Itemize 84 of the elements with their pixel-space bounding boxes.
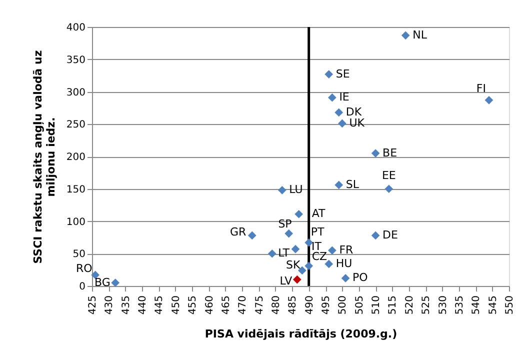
x-tick-label: 445	[154, 296, 166, 315]
point	[284, 229, 294, 238]
x-tick-label: 510	[371, 296, 382, 315]
annotation: FI	[476, 82, 486, 96]
x-tick-label: 455	[188, 296, 199, 315]
y-tick-label: 50	[72, 249, 86, 260]
x-tick-label: 525	[421, 296, 432, 315]
x-tick-label: 480	[270, 296, 282, 315]
annotation: NL	[412, 28, 428, 42]
point	[484, 96, 494, 104]
annotation: UK	[349, 116, 366, 130]
point	[268, 249, 276, 258]
annotation: RO	[76, 262, 93, 275]
x-tick-label: 495	[321, 296, 332, 315]
point	[111, 278, 120, 287]
x-tick-label: 470	[238, 296, 249, 315]
annotation: SE	[336, 67, 350, 80]
annotation: PO	[352, 271, 368, 284]
x-tick-label: 465	[220, 296, 232, 315]
point	[324, 70, 334, 78]
x-tick-label: 545	[488, 296, 499, 315]
annotation: BE	[382, 146, 398, 160]
x-tick-label: 500	[338, 296, 349, 315]
x-tick-label: 515	[388, 296, 399, 315]
point	[328, 246, 336, 255]
point	[291, 244, 300, 254]
x-tick-label: 520	[404, 296, 416, 315]
x-tick-label: 550	[504, 296, 516, 315]
y-tick-label: 150	[66, 184, 86, 196]
point	[324, 260, 334, 268]
x-tick-label: 435	[120, 296, 132, 315]
annotation: SL	[346, 178, 360, 191]
x-tick-label: 440	[138, 296, 149, 315]
point	[334, 180, 344, 190]
y-tick-label: 300	[66, 87, 86, 98]
annotation: GR	[230, 225, 246, 238]
annotation: EE	[382, 168, 396, 182]
x-tick-label: 460	[204, 296, 216, 315]
annotation: FR	[339, 243, 354, 256]
point	[278, 186, 286, 194]
x-tick-label: 425	[88, 296, 98, 315]
x-tick-label: 530	[438, 296, 449, 315]
y-axis-title: SSCI rakstu skaits angļu valodā uz miljonu iedz.	[31, 50, 58, 264]
x-tick-label: 535	[454, 296, 466, 315]
annotation: LT	[278, 246, 290, 260]
annotation: HU	[336, 256, 352, 270]
x-tick-label: 475	[254, 296, 266, 315]
annotation: CZ	[312, 250, 328, 263]
annotation: DK	[346, 105, 362, 118]
annotation: LV	[280, 274, 293, 288]
y-tick-label: 200	[66, 152, 86, 163]
y-tick-label: 250	[66, 120, 86, 131]
x-tick-label: 490	[304, 296, 316, 315]
annotation: LU	[289, 183, 303, 196]
annotation: AT	[312, 207, 326, 220]
x-tick-label: 450	[170, 296, 182, 315]
annotation: SK	[286, 258, 301, 272]
point	[248, 231, 256, 240]
point	[304, 262, 314, 270]
point	[328, 93, 336, 102]
x-tick-label: 540	[471, 296, 482, 315]
point	[371, 231, 380, 240]
point	[294, 210, 304, 218]
y-tick-label: 350	[66, 54, 86, 66]
point	[334, 108, 344, 117]
annotation: DE	[382, 228, 398, 242]
y-tick-label: 100	[66, 216, 86, 228]
annotation: PT	[310, 226, 324, 239]
y-tick-label: 400	[66, 22, 86, 34]
x-tick-label: 430	[104, 296, 116, 315]
x-tick-label: 485	[288, 296, 299, 315]
point	[401, 31, 410, 40]
point	[338, 119, 346, 128]
y-tick-label: 0	[79, 282, 86, 292]
point	[384, 184, 394, 194]
annotation: BG	[94, 276, 110, 289]
point	[371, 149, 380, 158]
point	[341, 274, 350, 282]
annotation: IE	[339, 90, 350, 104]
point	[292, 275, 302, 284]
point	[304, 238, 314, 247]
x-axis-title: PISA vidējais rādītājs (2009.g.)	[204, 328, 398, 341]
x-tick-label: 505	[354, 296, 366, 315]
annotation: SP	[278, 218, 292, 231]
